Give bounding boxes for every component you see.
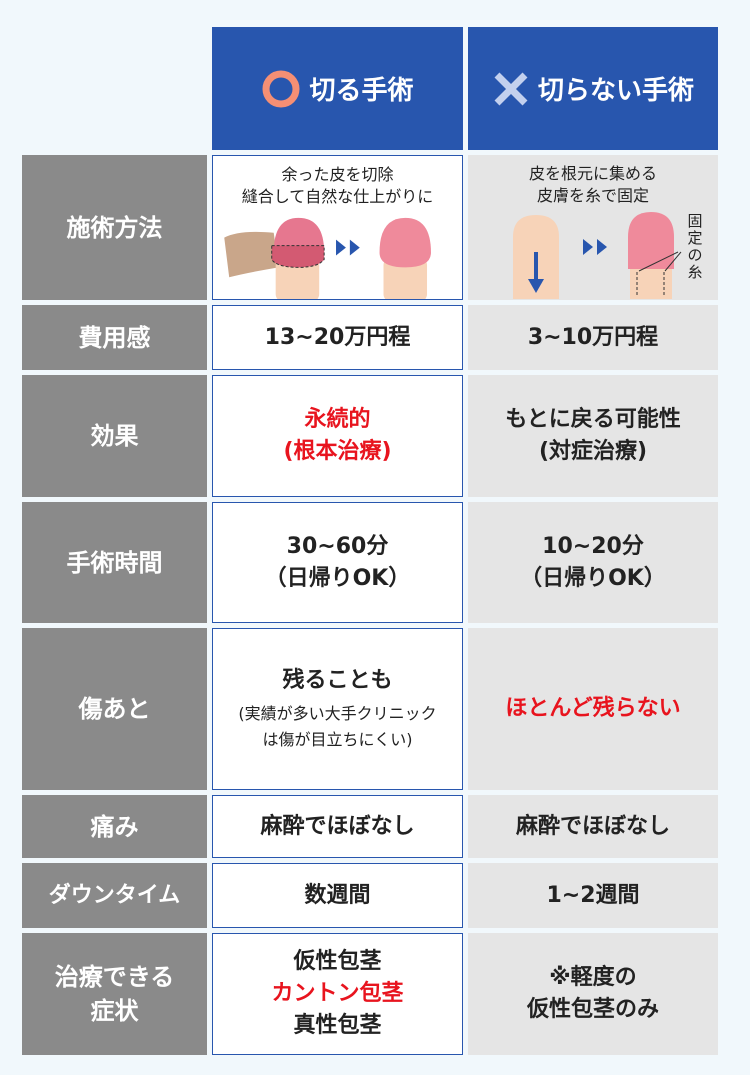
label-text: 傷あと [78, 695, 151, 723]
label-text: 痛み [90, 812, 139, 841]
row-label-cost: 費用感 [22, 305, 207, 370]
header-cut-surgery: 切る手術 [212, 27, 463, 150]
nocut-scar: ほとんど残らない [468, 628, 718, 790]
cut-scar: 残ることも (実績が多い大手クリニック は傷が目立ちにくい) [212, 628, 463, 790]
value: 1~2週間 [546, 882, 640, 908]
cut-method-line2: 縫合して自然な仕上がりに [241, 187, 434, 206]
cut-duration: 30~60分 （日帰りOK） [212, 502, 463, 623]
label-text: 治療できる [54, 963, 175, 991]
header-nocut-label: 切らない手術 [537, 76, 694, 106]
cut-pain: 麻酔でほぼなし [212, 795, 463, 858]
value: ほとんど残らない [505, 696, 681, 721]
nocut-downtime: 1~2週間 [468, 863, 718, 928]
value-note: （日帰りOK） [520, 565, 666, 591]
fixing-thread-note: 固定の糸 [687, 212, 703, 281]
nocut-cost: 3~10万円程 [468, 305, 718, 370]
nocut-duration: 10~20分 （日帰りOK） [468, 502, 718, 623]
row-label-downtime: ダウンタイム [22, 863, 207, 928]
nocut-method-line2: 皮膚を糸で固定 [536, 186, 649, 205]
row-label-method: 施術方法 [22, 155, 207, 300]
nocut-method-line1: 皮を根元に集める [528, 164, 657, 183]
cut-cost: 13~20万円程 [212, 305, 463, 370]
label-text: 手術時間 [66, 548, 163, 577]
value-note: は傷が目立ちにくい) [262, 730, 413, 749]
cut-downtime: 数週間 [212, 863, 463, 928]
cut-method-line1: 余った皮を切除 [281, 165, 394, 184]
circle-icon [262, 70, 300, 107]
label-text: ダウンタイム [48, 882, 181, 908]
header-cut-label: 切る手術 [309, 76, 414, 106]
label-text: 症状 [90, 997, 139, 1025]
cross-icon [494, 72, 528, 105]
cut-conditions: 仮性包茎カントン包茎 真性包茎 [212, 933, 463, 1055]
value-note: (根本治療) [283, 439, 392, 464]
nocut-method-illustration [513, 212, 682, 299]
nocut-conditions: ※軽度の仮性包茎のみ [468, 933, 718, 1055]
value: 麻酔でほぼなし [260, 813, 415, 839]
row-label-conditions: 治療できる 症状 [22, 933, 207, 1055]
row-label-duration: 手術時間 [22, 502, 207, 623]
nocut-method-cell: 皮を根元に集める 皮膚を糸で固定 固定の糸 [468, 155, 718, 300]
value-note: （日帰りOK） [264, 565, 411, 591]
value: 残ることも [282, 668, 393, 693]
value-note: (実績が多い大手クリニック [238, 704, 437, 723]
row-label-scar: 傷あと [22, 628, 207, 790]
row-label-effect: 効果 [22, 375, 207, 497]
value: 10~20分 [542, 533, 644, 559]
cut-method-illustration [223, 217, 431, 299]
cut-method-cell: 余った皮を切除 縫合して自然な仕上がりに [212, 155, 463, 300]
label-text: 費用感 [78, 323, 151, 352]
value: ※軽度の [549, 965, 637, 990]
value: 13~20万円程 [264, 324, 411, 350]
value: 仮性包茎のみ [526, 997, 659, 1022]
value: 永続的 [304, 407, 371, 432]
value: 真性包茎 [293, 1013, 382, 1038]
value-highlight: カントン包茎 [271, 981, 404, 1006]
value-note: (対症治療) [538, 439, 648, 464]
value: 30~60分 [286, 533, 389, 559]
value: 3~10万円程 [527, 324, 659, 350]
row-label-pain: 痛み [22, 795, 207, 858]
value: もとに戻る可能性 [505, 407, 681, 432]
value: 仮性包茎 [293, 949, 382, 974]
value: 麻酔でほぼなし [515, 813, 670, 839]
label-text: 効果 [90, 422, 139, 450]
nocut-pain: 麻酔でほぼなし [468, 795, 718, 858]
cut-effect: 永続的 (根本治療) [212, 375, 463, 497]
label-text: 施術方法 [66, 213, 163, 242]
header-nocut-surgery: 切らない手術 [468, 27, 718, 150]
value: 数週間 [304, 882, 371, 908]
nocut-effect: もとに戻る可能性 (対症治療) [468, 375, 718, 497]
